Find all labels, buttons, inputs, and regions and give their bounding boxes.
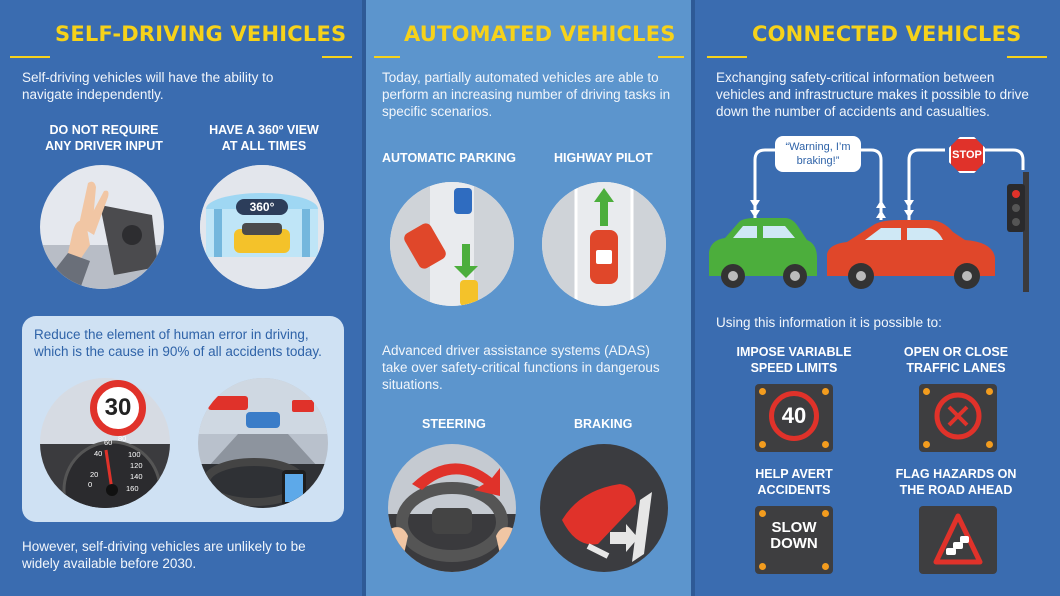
highway-car-icon [542, 182, 666, 306]
variable-speed-label: IMPOSE VARIABLE SPEED LIMITS [736, 345, 852, 375]
braking-label: BRAKING [574, 417, 633, 431]
lane-closed-icon [934, 392, 982, 440]
slow-down-text: SLOW DOWN [770, 519, 818, 552]
avert-accidents-label: HELP AVERT ACCIDENTS [755, 467, 833, 497]
speedo-tick: 160 [126, 484, 139, 493]
using-info-text: Using this information it is possible to… [716, 315, 942, 330]
automated-intro: Today, partially automated vehicles are … [382, 70, 671, 119]
slow-down-sign: SLOW DOWN [755, 506, 833, 574]
speed-limit-40-text: 40 [769, 391, 819, 441]
hand-icon [40, 165, 164, 289]
steering-turn-icon [388, 444, 516, 572]
view-360-label: HAVE A 360º VIEW AT ALL TIMES [209, 123, 319, 153]
title-rule-right [658, 56, 684, 58]
lane-closed-sign [919, 384, 997, 452]
traffic-light-icon [1007, 172, 1029, 292]
car-360-icon [200, 165, 324, 289]
connection-lines [750, 148, 1025, 220]
connected-column: CONNECTED VEHICLES Exchanging safety-cri… [695, 0, 1060, 596]
human-error-panel: Reduce the element of human error in dri… [22, 316, 344, 522]
self-driving-title: SELF-DRIVING VEHICLES [55, 22, 347, 46]
speedo-tick: 120 [130, 461, 143, 470]
self-driving-footer: However, self-driving vehicles are unlik… [22, 539, 306, 571]
title-rule-right [1007, 56, 1047, 58]
hazard-triangle-icon [933, 513, 983, 565]
automated-title: AUTOMATED VEHICLES [404, 22, 676, 46]
view-360-badge: 360° [236, 199, 288, 215]
self-driving-intro: Self-driving vehicles will have the abil… [22, 70, 274, 102]
steering-label: STEERING [422, 417, 486, 431]
title-rule-right [322, 56, 352, 58]
warning-bubble: “Warning, I’m braking!” [775, 136, 861, 172]
speed-sign-40: 40 [755, 384, 833, 452]
dashboard-icon [198, 378, 328, 508]
no-driver-input-label: DO NOT REQUIRE ANY DRIVER INPUT [45, 123, 163, 153]
adas-text: Advanced driver assistance systems (ADAS… [382, 343, 660, 392]
speed-limit-icon: 30 [90, 380, 146, 436]
speedo-tick: 100 [128, 450, 141, 459]
flag-hazards-label: FLAG HAZARDS ON THE ROAD AHEAD [895, 467, 1017, 497]
human-error-text: Reduce the element of human error in dri… [34, 327, 322, 359]
green-car-icon [709, 218, 817, 288]
stop-sign-icon: STOP [949, 137, 985, 173]
parking-car-icon [390, 182, 514, 306]
speedo-tick: 40 [94, 449, 103, 458]
traffic-lanes-label: OPEN OR CLOSE TRAFFIC LANES [903, 345, 1009, 375]
speedo-tick: 0 [88, 480, 93, 489]
self-driving-column: SELF-DRIVING VEHICLES Self-driving vehic… [0, 0, 362, 596]
title-rule-left [10, 56, 50, 58]
title-rule-left [374, 56, 400, 58]
connected-title: CONNECTED VEHICLES [752, 22, 1022, 46]
title-rule-left [707, 56, 747, 58]
road-scene [709, 172, 1029, 292]
connected-intro: Exchanging safety-critical information b… [716, 70, 1029, 119]
speedo-tick: 80 [118, 434, 127, 443]
brake-pedal-icon [540, 444, 668, 572]
hazard-sign [919, 506, 997, 574]
orange-car-icon [827, 220, 995, 289]
automatic-parking-label: AUTOMATIC PARKING [382, 151, 517, 165]
speedo-tick: 20 [90, 470, 99, 479]
speedo-tick: 60 [104, 438, 113, 447]
automated-column: AUTOMATED VEHICLES Today, partially auto… [362, 0, 695, 596]
highway-pilot-label: HIGHWAY PILOT [554, 151, 653, 165]
speedo-tick: 140 [130, 472, 143, 481]
